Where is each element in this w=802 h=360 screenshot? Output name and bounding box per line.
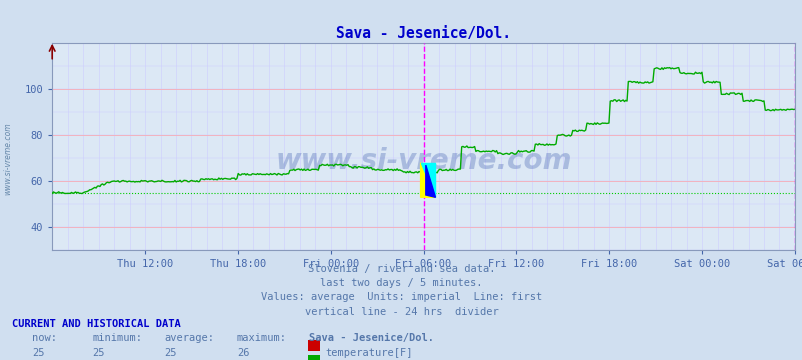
Text: CURRENT AND HISTORICAL DATA: CURRENT AND HISTORICAL DATA bbox=[12, 319, 180, 329]
Polygon shape bbox=[420, 163, 435, 197]
Text: minimum:: minimum: bbox=[92, 333, 142, 343]
Text: Values: average  Units: imperial  Line: first: Values: average Units: imperial Line: fi… bbox=[261, 292, 541, 302]
Text: last two days / 5 minutes.: last two days / 5 minutes. bbox=[320, 278, 482, 288]
Text: www.si-vreme.com: www.si-vreme.com bbox=[3, 122, 13, 195]
Text: Slovenia / river and sea data.: Slovenia / river and sea data. bbox=[307, 264, 495, 274]
Text: temperature[F]: temperature[F] bbox=[325, 348, 412, 358]
Polygon shape bbox=[425, 165, 435, 197]
Text: 26: 26 bbox=[237, 348, 249, 358]
Text: www.si-vreme.com: www.si-vreme.com bbox=[275, 147, 571, 175]
Text: maximum:: maximum: bbox=[237, 333, 286, 343]
Text: 25: 25 bbox=[164, 348, 177, 358]
Polygon shape bbox=[420, 163, 435, 197]
Text: now:: now: bbox=[32, 333, 57, 343]
Text: Sava - Jesenice/Dol.: Sava - Jesenice/Dol. bbox=[309, 333, 434, 343]
Text: average:: average: bbox=[164, 333, 214, 343]
Text: 25: 25 bbox=[32, 348, 45, 358]
Text: vertical line - 24 hrs  divider: vertical line - 24 hrs divider bbox=[304, 307, 498, 317]
Text: 25: 25 bbox=[92, 348, 105, 358]
Title: Sava - Jesenice/Dol.: Sava - Jesenice/Dol. bbox=[336, 26, 510, 41]
